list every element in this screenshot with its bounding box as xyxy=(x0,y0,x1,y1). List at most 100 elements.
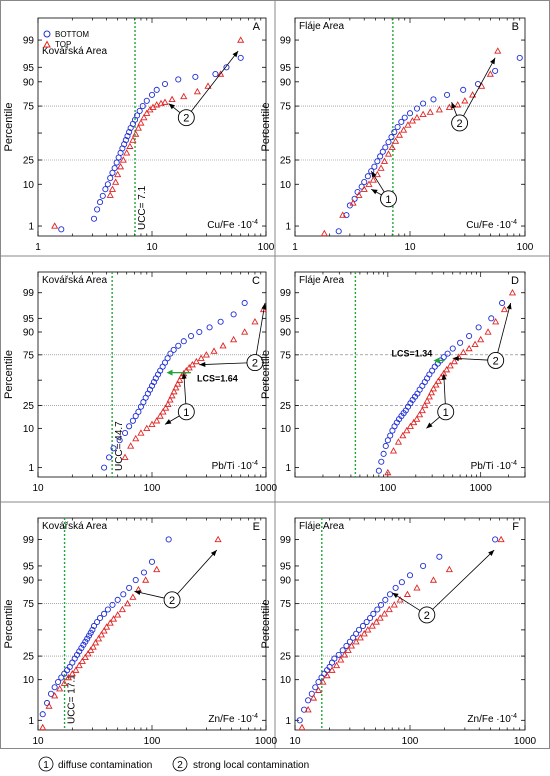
top-point xyxy=(365,180,373,187)
footnote-two-number: 2 xyxy=(177,760,183,771)
top-point xyxy=(388,143,396,151)
y-tick-label: 99 xyxy=(280,36,292,47)
top-point xyxy=(60,679,68,686)
top-point xyxy=(500,305,508,313)
top-point xyxy=(376,614,384,621)
y-tick-label: 75 xyxy=(23,350,35,361)
annotation-arrowhead xyxy=(392,592,399,599)
panel-c: 1 10 25 75 90 95 99 10 100 1000 Percentile UCC= 44.… xyxy=(3,271,278,494)
bottom-point xyxy=(346,638,353,645)
top-point xyxy=(423,397,431,404)
bottom-point xyxy=(58,226,65,233)
bottom-point xyxy=(420,562,427,569)
bottom-point xyxy=(99,192,106,199)
annotation-number: 2 xyxy=(493,355,499,367)
top-point xyxy=(251,318,259,325)
bottom-point xyxy=(148,558,156,565)
top-point xyxy=(168,391,176,399)
x-tick-label: 1 xyxy=(35,242,41,253)
top-point xyxy=(459,348,467,356)
x-tick-label: 10 xyxy=(32,736,44,747)
annotation-arrowhead xyxy=(164,419,172,425)
bottom-point xyxy=(364,173,371,180)
top-point xyxy=(103,623,111,630)
y-axis-label: Percentile xyxy=(3,600,15,649)
panel-letter: F xyxy=(512,521,519,533)
top-point xyxy=(429,576,438,583)
top-point xyxy=(469,91,477,98)
lcs-arrowhead xyxy=(166,369,173,376)
bottom-point xyxy=(431,363,438,370)
bottom-point xyxy=(148,91,156,98)
y-tick-label: 95 xyxy=(23,63,35,74)
y-tick-label: 90 xyxy=(280,77,292,88)
bottom-point xyxy=(379,148,386,155)
top-point xyxy=(319,678,327,685)
top-point xyxy=(380,157,389,164)
top-point xyxy=(129,593,137,600)
top-point xyxy=(72,666,80,673)
top-point xyxy=(219,342,227,349)
top-point xyxy=(404,121,412,128)
bottom-point xyxy=(80,641,87,648)
top-point xyxy=(185,363,193,371)
top-point xyxy=(395,131,404,138)
bottom-point xyxy=(101,464,108,471)
y-tick-label: 75 xyxy=(23,102,35,113)
bottom-point xyxy=(104,606,111,613)
bottom-point xyxy=(47,690,55,697)
ucc-label: UCC= 44.7 xyxy=(114,421,125,471)
bottom-point xyxy=(361,179,368,186)
y-tick-label: 90 xyxy=(280,576,292,587)
y-tick-label: 10 xyxy=(280,424,292,435)
x-axis-label: Zn/Fe ·10-4 xyxy=(467,713,517,725)
bottom-point xyxy=(237,54,244,61)
top-point xyxy=(159,408,167,415)
annotation-number: 1 xyxy=(183,407,189,419)
annotation-arrowhead xyxy=(199,361,206,367)
annotation-number: 2 xyxy=(169,595,175,607)
top-point xyxy=(202,351,210,358)
annotation-arrow xyxy=(199,362,247,366)
x-tick-label: 100 xyxy=(258,242,275,253)
bottom-point xyxy=(223,64,230,71)
top-point xyxy=(129,136,137,143)
ucc-label: UCC= 7.1 xyxy=(137,185,148,230)
top-point xyxy=(314,686,323,693)
y-tick-label: 1 xyxy=(285,716,291,727)
lcs-arrowhead xyxy=(433,357,440,364)
top-point xyxy=(403,426,411,434)
y-tick-label: 95 xyxy=(280,63,292,74)
bottom-point xyxy=(175,76,182,83)
bottom-point xyxy=(58,674,65,681)
top-point xyxy=(95,635,103,642)
top-point xyxy=(389,447,398,454)
annotation-circle xyxy=(177,403,195,421)
footnote: 1 diffuse contamination 2 strong local c… xyxy=(38,756,309,772)
top-point xyxy=(153,565,161,573)
y-tick-label: 25 xyxy=(280,401,292,412)
bottom-point xyxy=(475,324,482,331)
bottom-point xyxy=(121,429,129,437)
annotation-number: 1 xyxy=(385,194,391,206)
top-point xyxy=(197,354,205,361)
bottom-point xyxy=(126,423,133,430)
top-point xyxy=(369,176,377,183)
top-point xyxy=(166,396,174,403)
annotation-arrowhead xyxy=(371,189,378,195)
bottom-point xyxy=(413,105,421,112)
y-tick-label: 90 xyxy=(23,77,35,88)
annotation-arrowhead xyxy=(506,302,512,310)
bottom-point xyxy=(335,651,342,658)
panel-letter: B xyxy=(512,21,519,33)
y-tick-label: 10 xyxy=(23,180,35,191)
top-point xyxy=(39,723,47,731)
bottom-point xyxy=(196,328,203,336)
annotation-arrow xyxy=(463,57,496,117)
y-axis-label: Percentile xyxy=(260,103,272,152)
bottom-point xyxy=(96,614,104,622)
y-axis-label: Percentile xyxy=(260,350,272,399)
footnote-one-number: 1 xyxy=(43,760,49,771)
bottom-point xyxy=(492,536,499,543)
annotation-arrowhead xyxy=(232,50,239,58)
